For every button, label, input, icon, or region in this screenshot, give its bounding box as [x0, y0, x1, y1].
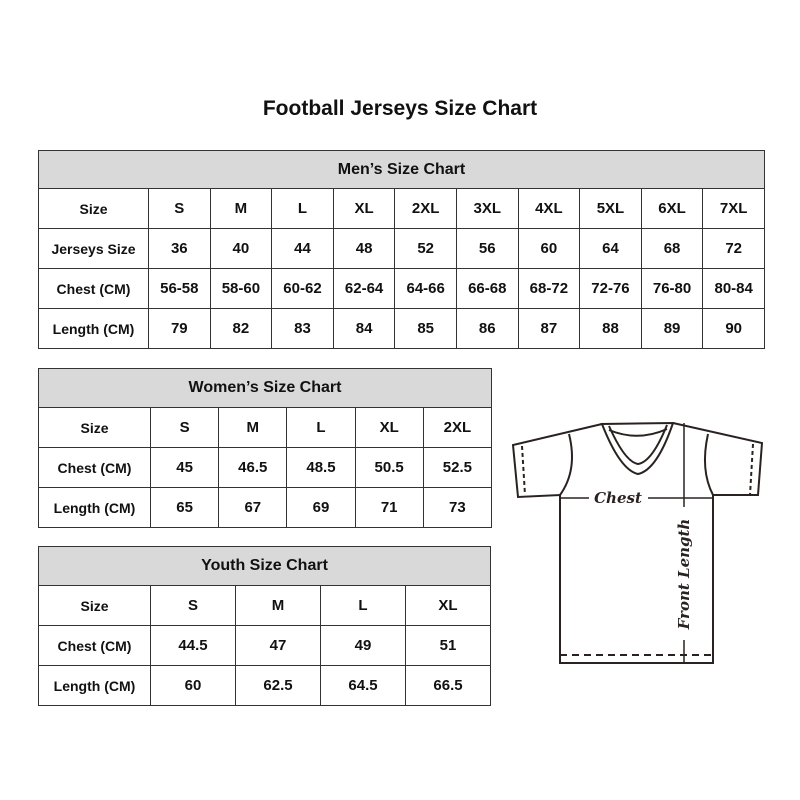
- table-row: Size S M L XL 2XL: [38, 407, 493, 448]
- table-cell: 88: [579, 308, 642, 349]
- youth-table-title: Youth Size Chart: [38, 546, 491, 586]
- row-label: Length (CM): [38, 487, 151, 528]
- table-row: Size S M L XL: [38, 585, 491, 626]
- table-cell: 6XL: [640, 188, 704, 229]
- women-table-title: Women’s Size Chart: [38, 368, 492, 408]
- row-label: Size: [38, 188, 149, 229]
- table-cell: 45: [149, 447, 220, 488]
- table-cell: 40: [209, 228, 273, 269]
- table-row: Chest (CM) 44.5 47 49 51: [38, 625, 491, 666]
- table-row: Jerseys Size 36 40 44 48 52 56 60 64 68 72: [38, 228, 765, 269]
- row-label: Size: [38, 407, 151, 448]
- table-cell: 49: [320, 625, 406, 666]
- men-table-title: Men’s Size Chart: [38, 150, 765, 189]
- table-cell: 56-58: [148, 268, 211, 309]
- youth-size-table: Youth Size Chart Size S M L XL Chest (CM) 44.5 4…: [38, 546, 491, 706]
- table-cell: 7XL: [702, 188, 765, 229]
- table-cell: S: [150, 585, 236, 626]
- mens-size-table: Men’s Size Chart Size S M L XL 2XL 3XL 4XL 5XL 6XL…: [38, 150, 765, 349]
- row-label: Length (CM): [38, 308, 149, 349]
- table-cell: 48.5: [286, 447, 356, 488]
- table-row: Size S M L XL 2XL 3XL 4XL 5XL 6XL 7XL: [38, 188, 765, 229]
- table-cell: 52.5: [422, 447, 493, 488]
- table-cell: 67: [218, 487, 288, 528]
- table-cell: L: [320, 585, 406, 626]
- table-cell: 79: [148, 308, 211, 349]
- table-cell: 60: [517, 228, 581, 269]
- row-label: Size: [38, 585, 151, 626]
- table-cell: L: [271, 188, 334, 229]
- table-cell: L: [286, 407, 356, 448]
- table-cell: S: [149, 407, 220, 448]
- table-cell: 48: [332, 228, 396, 269]
- table-cell: 44.5: [150, 625, 236, 666]
- table-cell: 71: [354, 487, 424, 528]
- table-cell: 69: [286, 487, 356, 528]
- table-cell: 60-62: [271, 268, 334, 309]
- table-cell: 90: [702, 308, 765, 349]
- table-cell: XL: [354, 407, 424, 448]
- table-cell: 66.5: [405, 665, 491, 706]
- chest-label: Chest: [594, 489, 642, 507]
- table-cell: M: [235, 585, 321, 626]
- table-cell: 5XL: [579, 188, 642, 229]
- table-cell: 62.5: [235, 665, 321, 706]
- table-cell: 51: [405, 625, 491, 666]
- row-label: Chest (CM): [38, 625, 151, 666]
- table-cell: M: [218, 407, 288, 448]
- row-label: Jerseys Size: [38, 228, 149, 269]
- table-row: Length (CM) 65 67 69 71 73: [38, 487, 493, 528]
- table-cell: 44: [271, 228, 334, 269]
- table-cell: 66-68: [455, 268, 519, 309]
- table-cell: 36: [148, 228, 211, 269]
- table-cell: 85: [394, 308, 457, 349]
- table-row: Length (CM) 60 62.5 64.5 66.5: [38, 665, 491, 706]
- table-cell: 68-72: [517, 268, 581, 309]
- page-title: Football Jerseys Size Chart: [262, 97, 538, 120]
- table-cell: 84: [332, 308, 396, 349]
- table-cell: 73: [422, 487, 493, 528]
- table-cell: XL: [332, 188, 396, 229]
- table-cell: 64.5: [320, 665, 406, 706]
- table-cell: 65: [149, 487, 220, 528]
- table-cell: 87: [517, 308, 581, 349]
- womens-size-table: Women’s Size Chart Size S M L XL 2XL Chest (CM)…: [38, 368, 493, 528]
- table-cell: 82: [209, 308, 273, 349]
- table-cell: 72-76: [579, 268, 642, 309]
- table-cell: 60: [150, 665, 236, 706]
- row-label: Chest (CM): [38, 447, 151, 488]
- table-cell: 2XL: [422, 407, 493, 448]
- table-cell: 76-80: [640, 268, 704, 309]
- table-cell: 86: [455, 308, 519, 349]
- table-cell: XL: [405, 585, 491, 626]
- table-cell: 68: [640, 228, 704, 269]
- jersey-outline: [511, 422, 764, 664]
- table-row: Chest (CM) 45 46.5 48.5 50.5 52.5: [38, 447, 493, 488]
- table-cell: 80-84: [702, 268, 765, 309]
- table-cell: 47: [235, 625, 321, 666]
- front-length-label: Front Length: [675, 519, 693, 631]
- table-row: Length (CM) 79 82 83 84 85 86 87 88 89 90: [38, 308, 765, 349]
- table-cell: 50.5: [354, 447, 424, 488]
- table-cell: 62-64: [332, 268, 396, 309]
